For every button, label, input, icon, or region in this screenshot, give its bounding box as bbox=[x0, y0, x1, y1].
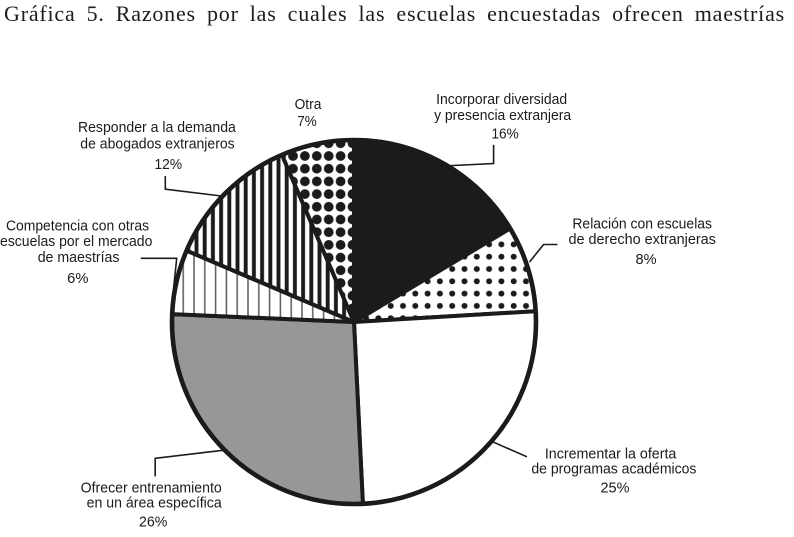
svg-text:Relación con escuelas: Relación con escuelas bbox=[572, 216, 712, 233]
svg-text:7%: 7% bbox=[297, 113, 317, 130]
svg-text:16%: 16% bbox=[492, 125, 519, 142]
svg-text:en un área específica: en un área específica bbox=[87, 494, 223, 511]
svg-text:y presencia extranjera: y presencia extranjera bbox=[434, 107, 572, 124]
svg-text:6%: 6% bbox=[67, 270, 88, 287]
svg-text:Incrementar la oferta: Incrementar la oferta bbox=[545, 445, 677, 462]
svg-text:26%: 26% bbox=[139, 514, 167, 531]
svg-text:25%: 25% bbox=[601, 480, 630, 497]
svg-text:de abogados extranjeros: de abogados extranjeros bbox=[80, 136, 235, 153]
svg-text:de maestrías: de maestrías bbox=[38, 249, 120, 266]
svg-text:Competencia con otras: Competencia con otras bbox=[6, 218, 149, 235]
svg-text:Ofrecer entrenamiento: Ofrecer entrenamiento bbox=[81, 480, 222, 497]
svg-text:Incorporar diversidad: Incorporar diversidad bbox=[436, 91, 567, 108]
svg-text:Otra: Otra bbox=[295, 96, 322, 113]
svg-text:de programas académicos: de programas académicos bbox=[531, 461, 696, 478]
svg-text:12%: 12% bbox=[155, 156, 183, 173]
svg-text:8%: 8% bbox=[636, 251, 657, 268]
svg-text:de derecho extranjeras: de derecho extranjeras bbox=[569, 231, 717, 248]
svg-text:Responder a la demanda: Responder a la demanda bbox=[78, 119, 236, 136]
svg-text:escuelas por el mercado: escuelas por el mercado bbox=[0, 233, 152, 250]
